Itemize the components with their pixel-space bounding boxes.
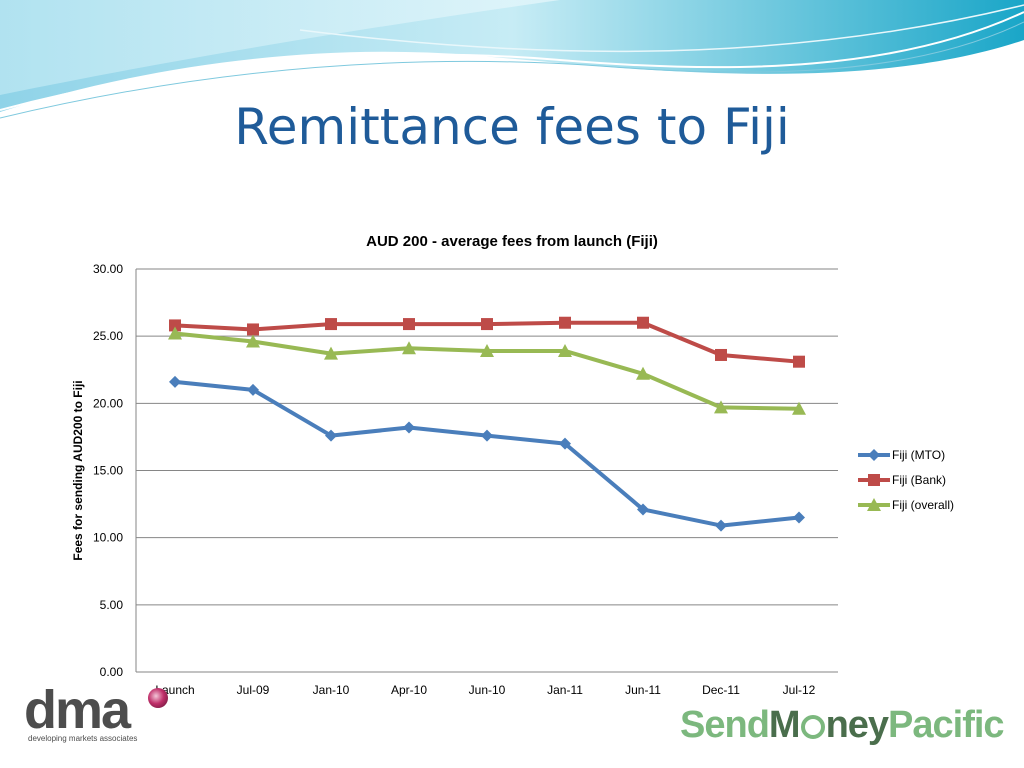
chart-title: AUD 200 - average fees from launch (Fiji…: [366, 233, 658, 250]
data-point-3: [480, 343, 494, 357]
data-point-1: [247, 383, 259, 396]
smp-logo-part-m: M: [768, 704, 801, 746]
data-point-2: [169, 319, 181, 332]
data-point-1: [637, 503, 649, 516]
legend-label: Fiji (MTO): [892, 448, 945, 462]
data-point-2: [559, 316, 571, 329]
y-tick-label: 20.00: [93, 396, 123, 410]
data-point-1: [481, 429, 493, 442]
data-point-3: [402, 341, 416, 355]
legend-marker: [868, 474, 880, 486]
data-point-3: [792, 401, 806, 415]
legend-label: Fiji (Bank): [892, 473, 946, 487]
data-point-2: [247, 323, 259, 336]
x-tick-label: Jan-10: [313, 683, 350, 697]
sendmoneypacific-logo: SendM neyPacific: [680, 704, 1005, 747]
x-tick-label: Jun-11: [625, 683, 661, 697]
legend-marker: [868, 449, 880, 461]
smp-logo-globe-icon: [800, 715, 825, 739]
data-point-1: [325, 429, 337, 442]
data-point-1: [559, 437, 571, 450]
y-tick-label: 0.00: [100, 665, 124, 679]
y-tick-label: 10.00: [93, 531, 123, 545]
data-point-2: [403, 318, 415, 331]
slide-title: Remittance fees to Fiji: [234, 98, 790, 156]
x-tick-label: Jan-11: [547, 683, 583, 697]
legend-label: Fiji (overall): [892, 498, 954, 512]
smp-logo-part-send: Send: [680, 704, 770, 746]
data-point-1: [715, 519, 727, 532]
data-point-3: [558, 343, 572, 357]
x-tick-label: Jun-10: [469, 683, 506, 697]
dma-logo-subtitle: developing markets associates: [28, 734, 138, 743]
data-point-2: [637, 316, 649, 329]
dma-logo-word: dma: [24, 680, 131, 740]
y-tick-label: 5.00: [100, 598, 124, 612]
data-point-2: [481, 318, 493, 331]
x-tick-label: Jul-09: [237, 683, 270, 697]
dma-logo-dot-icon: [148, 688, 168, 708]
y-tick-label: 25.00: [93, 329, 123, 343]
data-point-1: [403, 421, 415, 434]
data-point-1: [169, 375, 181, 388]
data-point-2: [793, 355, 805, 368]
x-tick-label: Jul-12: [783, 683, 816, 697]
y-tick-label: 15.00: [93, 464, 123, 478]
smp-logo-part-ney: ney: [825, 704, 889, 746]
data-point-3: [246, 334, 260, 348]
dma-logo: dma developing markets associates: [24, 680, 174, 748]
x-tick-label: Dec-11: [702, 683, 740, 697]
legend-marker: [867, 498, 881, 511]
data-point-2: [715, 348, 727, 361]
y-tick-label: 30.00: [93, 262, 123, 276]
y-axis-label: Fees for sending AUD200 to Fiji: [71, 380, 85, 560]
smp-logo-part-pacific: Pacific: [888, 704, 1005, 746]
data-point-3: [324, 346, 338, 360]
data-point-2: [325, 318, 337, 331]
data-point-3: [636, 366, 650, 380]
data-point-3: [714, 400, 728, 414]
x-tick-label: Apr-10: [391, 683, 427, 697]
header-swoosh-decoration: [0, 0, 1024, 119]
data-point-3: [168, 326, 182, 340]
data-point-1: [793, 511, 805, 524]
